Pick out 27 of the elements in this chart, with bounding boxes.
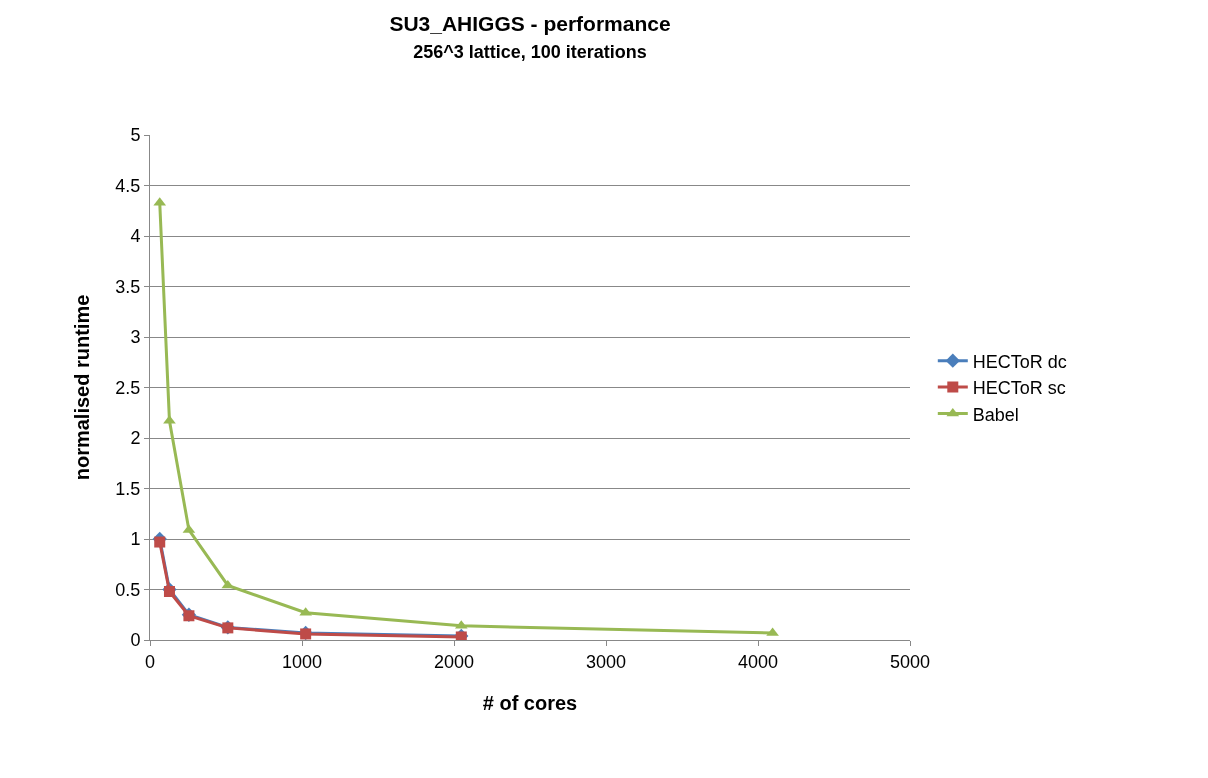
- x-tick-label: 4000: [737, 651, 779, 672]
- legend-label: HECToR sc: [972, 378, 1066, 399]
- chart-subtitle: 256^3 lattice, 100 iterations: [413, 42, 647, 63]
- y-tick-label: 0: [130, 630, 141, 651]
- y-tick-label: 4: [130, 226, 141, 247]
- y-tick-label: 3: [130, 327, 141, 348]
- x-tick-label: 5000: [889, 651, 931, 672]
- y-tick-label: 2: [130, 428, 141, 449]
- y-tick-label: 1.5: [115, 478, 141, 499]
- y-tick-label: 2.5: [115, 377, 141, 398]
- y-tick-label: 1: [130, 529, 141, 550]
- x-axis-title: # of cores: [482, 692, 578, 715]
- x-tick-label: 3000: [585, 651, 627, 672]
- y-axis-title: normalised runtime: [70, 294, 93, 481]
- y-tick-label: 3.5: [115, 276, 141, 297]
- legend-label: Babel: [972, 404, 1019, 425]
- point: [221, 579, 235, 589]
- y-tick-label: 0.5: [115, 579, 141, 600]
- chart-title: SU3_AHIGGS - performance: [389, 12, 671, 36]
- y-tick-label: 5: [130, 125, 141, 146]
- x-tick-label: 2000: [433, 651, 475, 672]
- legend-label: HECToR dc: [972, 351, 1067, 372]
- point: [154, 536, 166, 548]
- y-tick-label: 4.5: [115, 175, 141, 196]
- point: [163, 586, 175, 598]
- x-tick-label: 0: [144, 651, 156, 672]
- x-tick-label: 1000: [281, 651, 323, 672]
